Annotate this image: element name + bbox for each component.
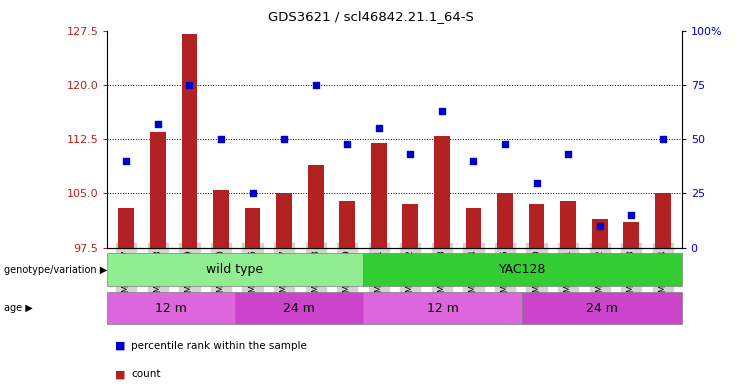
Bar xyxy=(402,204,418,248)
Point xyxy=(405,151,416,157)
Bar xyxy=(107,253,362,286)
Bar xyxy=(362,253,682,286)
Bar xyxy=(235,292,362,324)
Point xyxy=(436,108,448,114)
Point xyxy=(373,125,385,131)
Text: 12 m: 12 m xyxy=(427,302,459,314)
Text: ■: ■ xyxy=(115,341,125,351)
Point xyxy=(342,141,353,147)
Text: YAC128: YAC128 xyxy=(499,263,546,276)
Text: genotype/variation ▶: genotype/variation ▶ xyxy=(4,265,107,275)
Text: 24 m: 24 m xyxy=(283,302,315,314)
Point xyxy=(531,180,542,186)
Point xyxy=(215,136,227,142)
Point xyxy=(562,151,574,157)
Point xyxy=(499,141,511,147)
Bar xyxy=(623,222,639,248)
Bar xyxy=(119,208,134,248)
Point xyxy=(247,190,259,197)
Bar xyxy=(465,208,482,248)
Bar xyxy=(522,292,682,324)
Point xyxy=(121,158,133,164)
Bar xyxy=(245,208,261,248)
Point xyxy=(625,212,637,218)
Bar xyxy=(213,190,229,248)
Bar xyxy=(150,132,166,248)
Text: count: count xyxy=(131,369,161,379)
Bar xyxy=(434,136,450,248)
Point xyxy=(278,136,290,142)
Point xyxy=(184,82,196,88)
Bar xyxy=(371,143,387,248)
Text: percentile rank within the sample: percentile rank within the sample xyxy=(131,341,307,351)
Text: GDS3621 / scl46842.21.1_64-S: GDS3621 / scl46842.21.1_64-S xyxy=(268,10,473,23)
Point xyxy=(310,82,322,88)
Text: 24 m: 24 m xyxy=(586,302,618,314)
Bar xyxy=(592,219,608,248)
Point xyxy=(152,121,164,127)
Bar xyxy=(182,34,197,248)
Bar xyxy=(497,194,513,248)
Bar xyxy=(276,194,292,248)
Bar xyxy=(528,204,545,248)
Bar xyxy=(655,194,671,248)
Text: age ▶: age ▶ xyxy=(4,303,33,313)
Bar xyxy=(308,164,324,248)
Bar xyxy=(362,292,522,324)
Point xyxy=(657,136,668,142)
Point xyxy=(468,158,479,164)
Bar xyxy=(107,292,235,324)
Text: wild type: wild type xyxy=(207,263,264,276)
Text: 12 m: 12 m xyxy=(156,302,187,314)
Point xyxy=(594,223,605,229)
Text: ■: ■ xyxy=(115,369,125,379)
Bar xyxy=(560,201,576,248)
Bar xyxy=(339,201,355,248)
